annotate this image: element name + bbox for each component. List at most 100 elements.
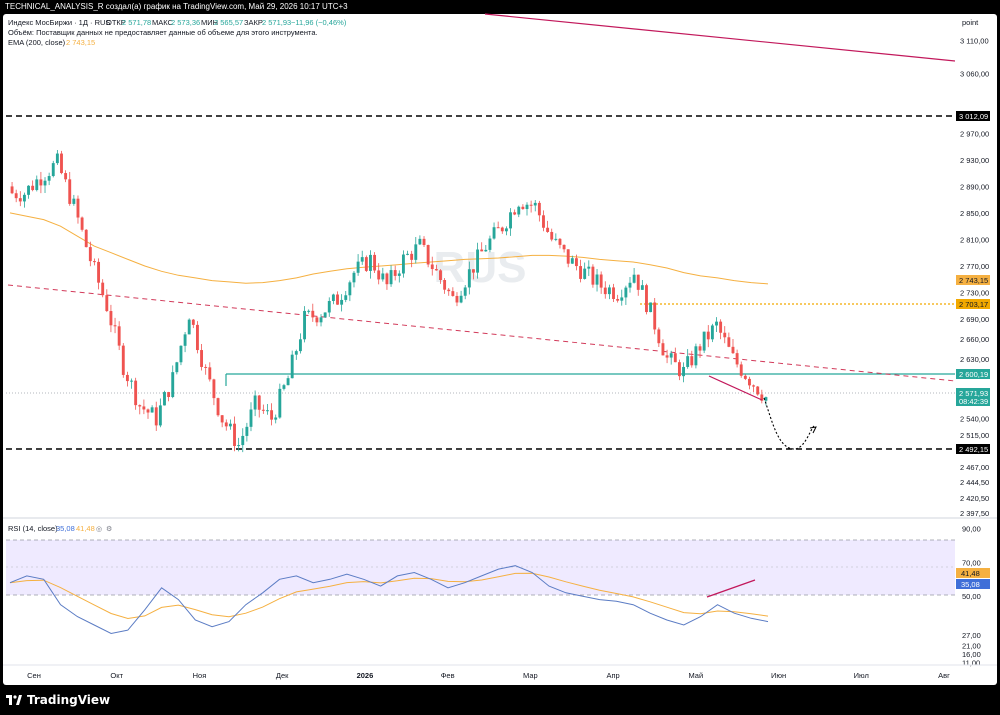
candle-body <box>158 405 162 426</box>
legend-open-label: ОТКР <box>106 18 126 27</box>
legend-ema-label[interactable]: EMA (200, close) <box>8 38 66 47</box>
candle <box>331 293 335 305</box>
candle-body <box>414 244 418 260</box>
candle-body <box>756 386 760 395</box>
candle <box>373 252 377 274</box>
candle-body <box>257 395 261 410</box>
price-divergence-line[interactable] <box>708 375 763 401</box>
candle-body <box>331 294 335 301</box>
candle <box>39 171 43 194</box>
candle-body <box>101 282 105 296</box>
candle-body <box>327 300 331 313</box>
candle-body <box>603 287 607 295</box>
candle-body <box>216 398 220 416</box>
candle <box>661 339 665 356</box>
support-badge-text: 2 600,19 <box>959 370 988 379</box>
price-axis[interactable]: 3 110,00 3 060,00 2 970,00 2 930,00 2 890,00… <box>960 37 989 519</box>
candle-body <box>125 374 129 382</box>
candle-body <box>426 245 430 265</box>
candle-body <box>546 227 550 232</box>
candle <box>97 258 101 290</box>
candle-body <box>31 185 35 191</box>
candle <box>80 216 84 232</box>
candle-body <box>698 346 702 351</box>
candle-body <box>682 366 685 377</box>
candle-body <box>43 180 47 186</box>
tradingview-logo-icon <box>6 695 22 705</box>
candle <box>484 244 488 252</box>
candle-body <box>739 364 743 376</box>
time-tick-label: Дек <box>276 671 289 680</box>
candle <box>723 326 727 344</box>
candle <box>727 332 731 348</box>
candle <box>752 384 756 393</box>
candle <box>278 383 282 419</box>
legend-high-label: МАКС <box>152 18 174 27</box>
candle <box>509 208 512 236</box>
time-axis[interactable]: Сен Окт Ноя Дек 2026 Фев Мар Апр Май Июн Июл Авг <box>27 671 950 680</box>
price-tick-label: 2 515,00 <box>960 431 989 440</box>
legend-symbol[interactable]: Индекс МосБиржи · 1Д · RUS <box>8 18 110 27</box>
candle <box>311 303 315 322</box>
legend-high-value: 2 573,36 <box>171 18 200 27</box>
rsi-label[interactable]: RSI (14, close) <box>8 524 58 533</box>
candle <box>603 281 607 299</box>
candle-body <box>418 238 422 245</box>
candle-body <box>55 153 59 164</box>
resistance-badge <box>956 111 990 121</box>
candle-body <box>640 285 644 290</box>
candle <box>628 277 632 293</box>
candle-body <box>204 366 208 368</box>
legend-volume-note: Объём: Поставщик данных не предоставляет… <box>8 28 318 37</box>
candle-body <box>121 345 125 375</box>
candle-body <box>632 274 636 283</box>
candle <box>249 402 253 432</box>
candle <box>463 285 467 300</box>
candle <box>191 318 195 329</box>
candle-body <box>195 324 199 351</box>
time-tick-label: 2026 <box>357 671 374 680</box>
candle <box>434 264 438 271</box>
candle-body <box>51 163 55 177</box>
ema200-line[interactable] <box>9 212 769 285</box>
ema-badge-text: 2 743,15 <box>959 276 988 285</box>
upper-trendline[interactable] <box>484 13 956 62</box>
candle-body <box>208 367 212 380</box>
candle-body <box>146 409 150 413</box>
candle <box>418 235 422 246</box>
rsi-ma-line[interactable] <box>9 572 769 620</box>
settings-icon[interactable]: ⚙ <box>106 525 112 533</box>
candle-body <box>220 415 224 423</box>
rsi-line[interactable] <box>9 565 769 635</box>
tradingview-logo[interactable]: TradingView <box>6 693 110 707</box>
rsi-tick-label: 21,00 <box>962 641 981 650</box>
candle <box>694 343 698 369</box>
candle <box>686 349 690 369</box>
projection-path[interactable] <box>763 397 815 450</box>
candle <box>204 364 208 375</box>
rsi-tick-label: 70,00 <box>962 558 981 567</box>
candle <box>389 265 393 287</box>
price-tick-label: 2 540,00 <box>960 415 989 424</box>
candle <box>381 267 385 282</box>
dashed-trendline[interactable] <box>7 284 956 382</box>
candle-body <box>14 193 18 199</box>
candle <box>533 200 537 212</box>
tradingview-brand: TradingView <box>27 693 111 707</box>
lower-support-badge <box>956 444 990 454</box>
candlesticks[interactable] <box>10 150 768 453</box>
rsi-legend-icons[interactable]: ◎ ⚙ <box>96 525 112 533</box>
candle <box>241 428 245 453</box>
rsi-divergence-line[interactable] <box>706 579 756 598</box>
candle <box>480 242 484 252</box>
candle <box>620 289 624 306</box>
candle-body <box>72 198 76 204</box>
eye-icon[interactable]: ◎ <box>96 526 102 533</box>
candle <box>500 226 504 234</box>
candle <box>125 371 129 387</box>
candle <box>146 408 150 419</box>
candle <box>55 150 59 165</box>
candle-body <box>550 231 554 240</box>
